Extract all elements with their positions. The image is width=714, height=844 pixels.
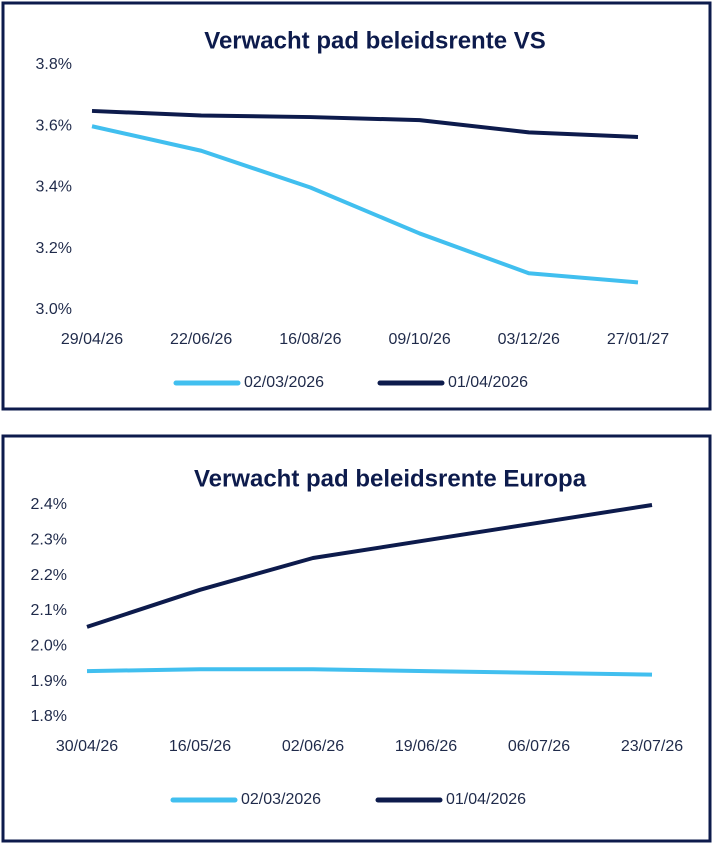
x-tick-label: 09/10/26: [388, 331, 450, 348]
data-line: [86, 503, 653, 629]
x-tick-label: 27/01/27: [607, 331, 669, 348]
legend-label: 01/04/2026: [448, 374, 528, 391]
x-tick-label: 03/12/26: [498, 331, 560, 348]
x-tick-label: 23/07/26: [621, 738, 683, 755]
legend-label: 02/03/2026: [244, 374, 324, 391]
x-tick-label: 19/06/26: [395, 738, 457, 755]
y-tick-label: 3.8%: [36, 56, 72, 73]
x-tick-label: 22/06/26: [170, 331, 232, 348]
panel-frame: [1, 434, 712, 843]
x-tick-label: 29/04/26: [61, 331, 123, 348]
x-tick-label: 06/07/26: [508, 738, 570, 755]
data-line: [91, 124, 639, 285]
y-tick-label: 2.3%: [31, 532, 67, 549]
data-line: [86, 667, 653, 677]
x-tick-label: 02/06/26: [282, 738, 344, 755]
x-tick-label: 30/04/26: [56, 738, 118, 755]
y-tick-label: 1.9%: [31, 673, 67, 690]
y-tick-label: 2.1%: [31, 602, 67, 619]
y-tick-label: 3.4%: [36, 179, 72, 196]
y-tick-label: 3.0%: [36, 301, 72, 318]
y-tick-label: 1.8%: [31, 708, 67, 725]
y-tick-label: 2.4%: [31, 496, 67, 513]
x-tick-label: 16/08/26: [279, 331, 341, 348]
panel-frame: [1, 1, 712, 411]
x-tick-label: 16/05/26: [169, 738, 231, 755]
chart-title: Verwacht pad beleidsrente VS: [204, 27, 545, 54]
legend-label: 01/04/2026: [446, 791, 526, 808]
data-line: [91, 108, 639, 139]
y-tick-label: 2.0%: [31, 638, 67, 655]
y-tick-label: 3.2%: [36, 240, 72, 257]
chart-title: Verwacht pad beleidsrente Europa: [194, 465, 587, 492]
y-tick-label: 3.6%: [36, 117, 72, 134]
y-tick-label: 2.2%: [31, 567, 67, 584]
legend-label: 02/03/2026: [241, 791, 321, 808]
